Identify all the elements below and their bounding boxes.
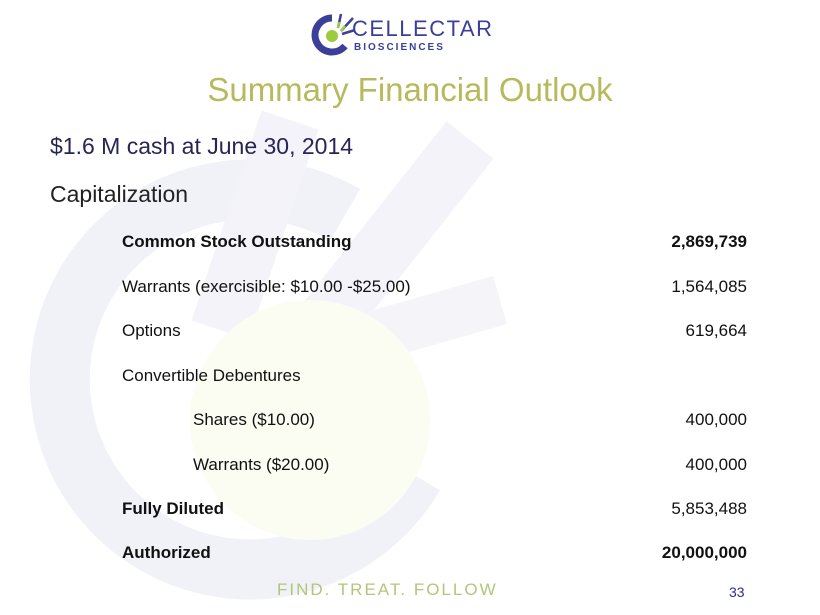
logo-sub: BIOSCIENCES (354, 42, 445, 53)
row-value: 1,564,085 (671, 277, 747, 296)
table-row: Shares ($10.00) 400,000 (122, 409, 747, 431)
row-label: Options (122, 321, 181, 340)
table-row: Common Stock Outstanding 2,869,739 (122, 231, 747, 253)
table-row: Fully Diluted 5,853,488 (122, 498, 747, 520)
section-heading: Capitalization (50, 181, 189, 207)
slide-title: Summary Financial Outlook (207, 71, 613, 108)
table-row: Convertible Debentures (122, 365, 747, 387)
page-number: 33 (729, 584, 745, 600)
table-row: Authorized 20,000,000 (122, 542, 747, 564)
cash-statement: $1.6 M cash at June 30, 2014 (50, 133, 354, 159)
row-label: Shares ($10.00) (193, 410, 315, 429)
row-label: Warrants (exercisible: $10.00 -$25.00) (122, 277, 411, 296)
table-row: Warrants (exercisible: $10.00 -$25.00) 1… (122, 276, 747, 298)
cellectar-logo-icon (311, 13, 356, 56)
row-value: 5,853,488 (671, 499, 747, 518)
logo-name: CELLECTAR (352, 16, 494, 41)
row-value: 20,000,000 (661, 543, 747, 562)
row-label: Common Stock Outstanding (122, 232, 352, 251)
row-value: 400,000 (685, 455, 747, 474)
row-value: 400,000 (685, 410, 747, 429)
row-value: 2,869,739 (671, 232, 747, 251)
row-label: Fully Diluted (122, 499, 224, 518)
row-label: Authorized (122, 543, 211, 562)
footer-tagline: FIND. TREAT. FOLLOW (277, 580, 498, 599)
table-row: Options 619,664 (122, 320, 747, 342)
row-value: 619,664 (685, 321, 747, 340)
row-label: Warrants ($20.00) (193, 455, 330, 474)
table-row: Warrants ($20.00) 400,000 (122, 454, 747, 476)
row-label: Convertible Debentures (122, 366, 301, 385)
